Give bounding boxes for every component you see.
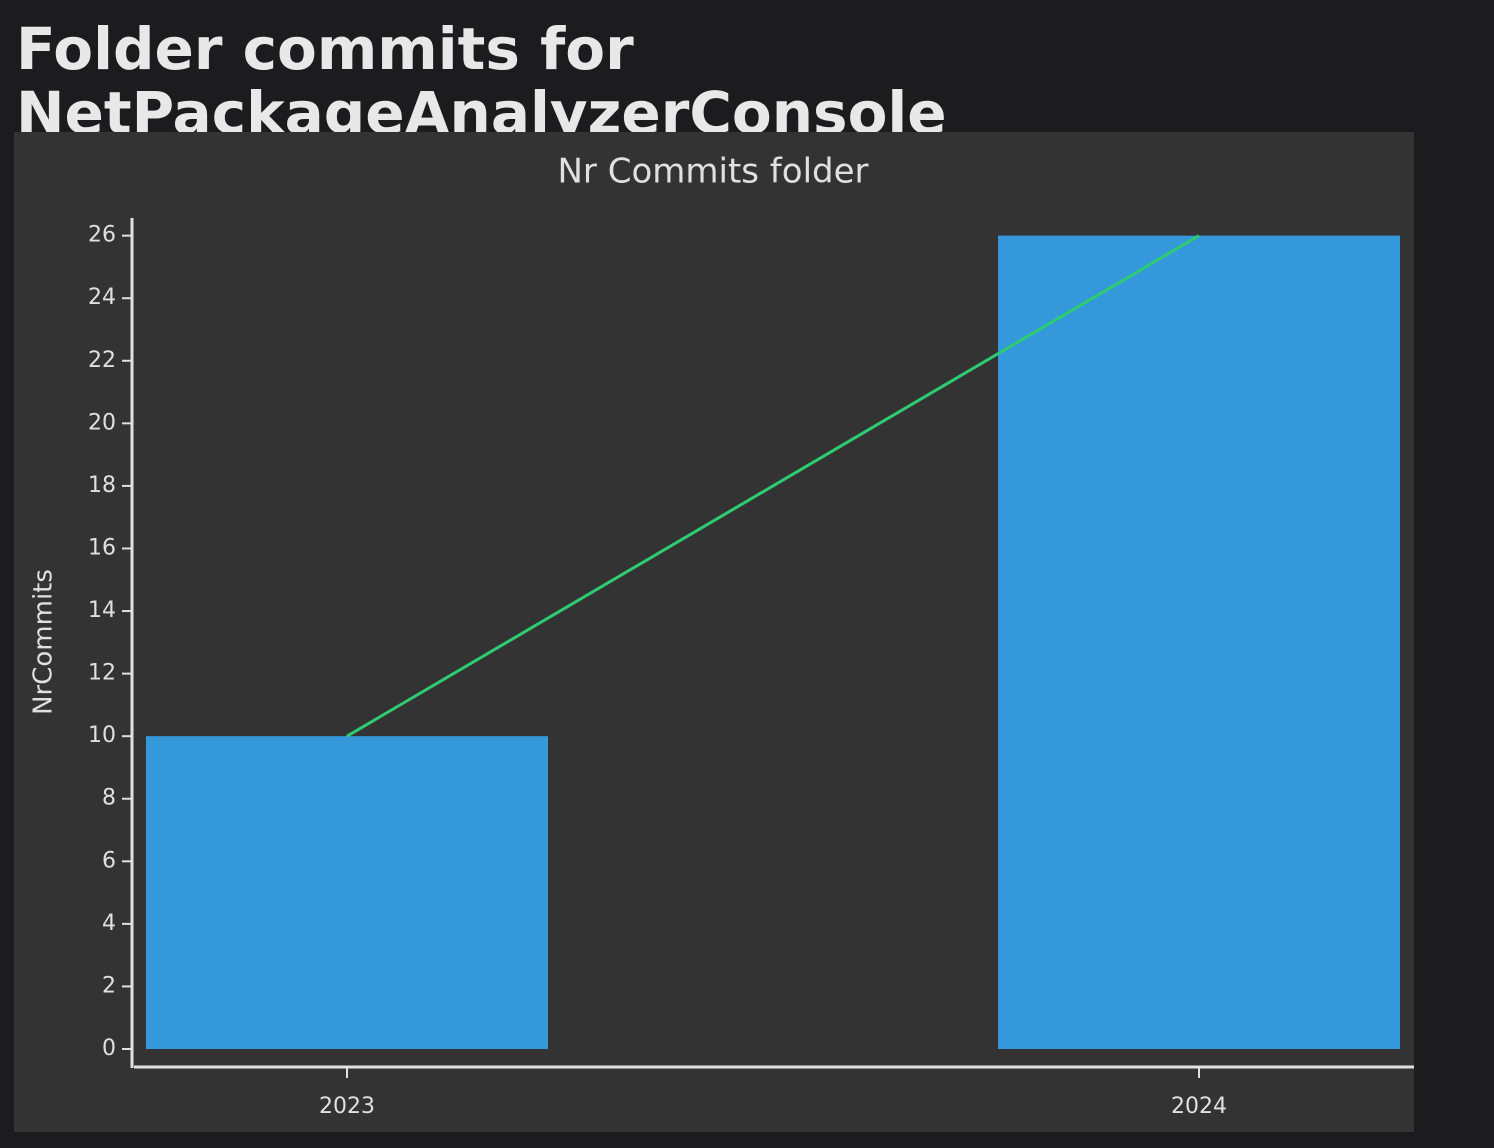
y-axis-label: NrCommits	[29, 569, 59, 715]
x-tick-label: 2023	[319, 1094, 375, 1119]
y-tick-label: 8	[102, 786, 116, 811]
y-tick-label: 16	[88, 535, 116, 560]
y-tick-label: 0	[102, 1036, 116, 1061]
bar	[998, 235, 1400, 1050]
y-tick-label: 12	[88, 661, 116, 686]
y-tick-label: 4	[102, 911, 116, 936]
y-tick-label: 14	[88, 598, 116, 623]
bar	[146, 736, 548, 1049]
y-tick-label: 6	[102, 848, 116, 873]
page-title: Folder commits for NetPackageAnalyzerCon…	[16, 15, 947, 147]
y-tick-label: 2	[102, 973, 116, 998]
y-tick-label: 10	[88, 723, 116, 748]
y-tick-label: 20	[88, 410, 116, 435]
y-tick-label: 24	[88, 285, 116, 310]
y-tick-label: 18	[88, 473, 116, 498]
trend-line	[346, 234, 1200, 738]
y-tick-label: 22	[88, 348, 116, 373]
chart-title: Nr Commits folder	[558, 152, 869, 192]
chart: Nr Commits folder NrCommits 024681012141…	[14, 132, 1414, 1132]
x-tick-label: 2024	[1171, 1094, 1227, 1119]
y-tick-label: 26	[88, 223, 116, 248]
